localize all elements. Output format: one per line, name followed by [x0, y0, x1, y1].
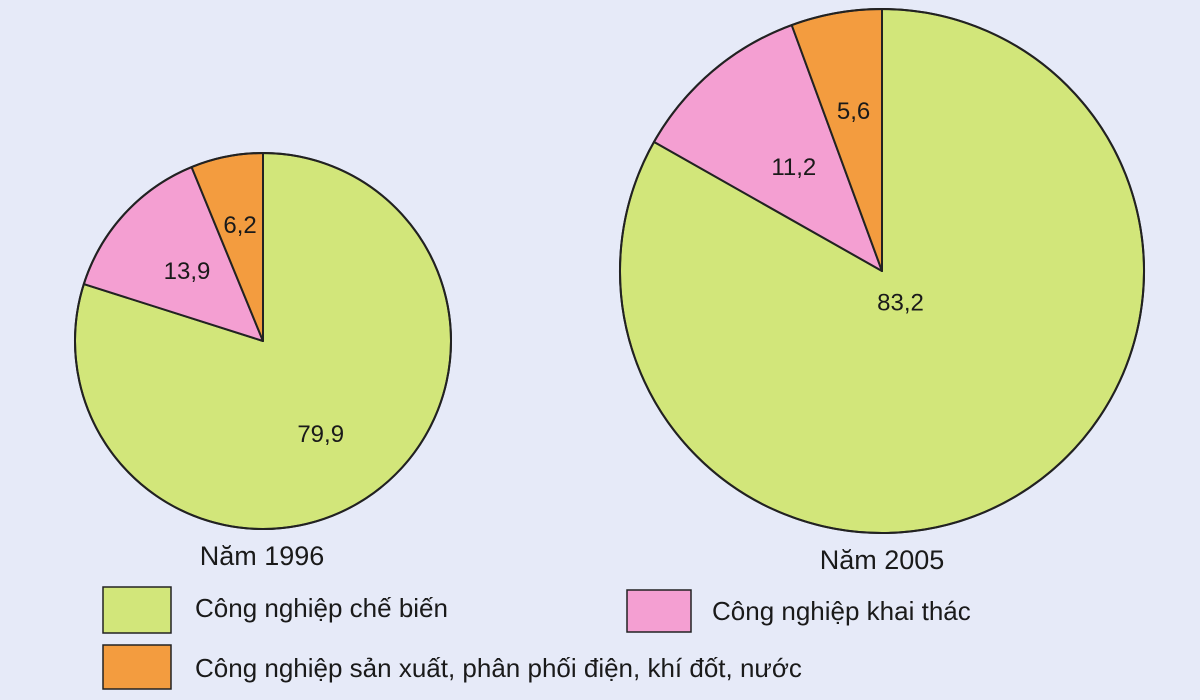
legend-swatch-mining [626, 589, 692, 633]
pie-outline-1996 [74, 152, 452, 530]
legend: Công nghiệp chế biến Công nghiệp khai th… [102, 586, 971, 690]
pie-2005: 83,2 11,2 5,6 [619, 8, 1145, 534]
slice-label-1996-utilities: 6,2 [223, 212, 256, 239]
legend-swatch-utilities [102, 644, 172, 690]
pie-1996: 79,9 13,9 6,2 [74, 152, 452, 530]
legend-label-mining: Công nghiệp khai thác [712, 596, 971, 626]
legend-swatch-processing [102, 586, 172, 634]
slice-label-2005-mining: 11,2 [771, 154, 816, 181]
slice-label-1996-mining: 13,9 [164, 258, 211, 285]
legend-label-utilities: Công nghiệp sản xuất, phân phối điện, kh… [195, 653, 802, 683]
pie-outline-2005 [619, 8, 1145, 534]
legend-label-processing: Công nghiệp chế biến [195, 593, 448, 623]
slice-label-2005-processing: 83,2 [877, 290, 924, 317]
pie-2005-title: Năm 2005 [820, 545, 945, 575]
slice-label-2005-utilities: 5,6 [837, 98, 870, 125]
slice-label-1996-processing: 79,9 [297, 421, 344, 448]
pie-1996-title: Năm 1996 [200, 541, 325, 571]
